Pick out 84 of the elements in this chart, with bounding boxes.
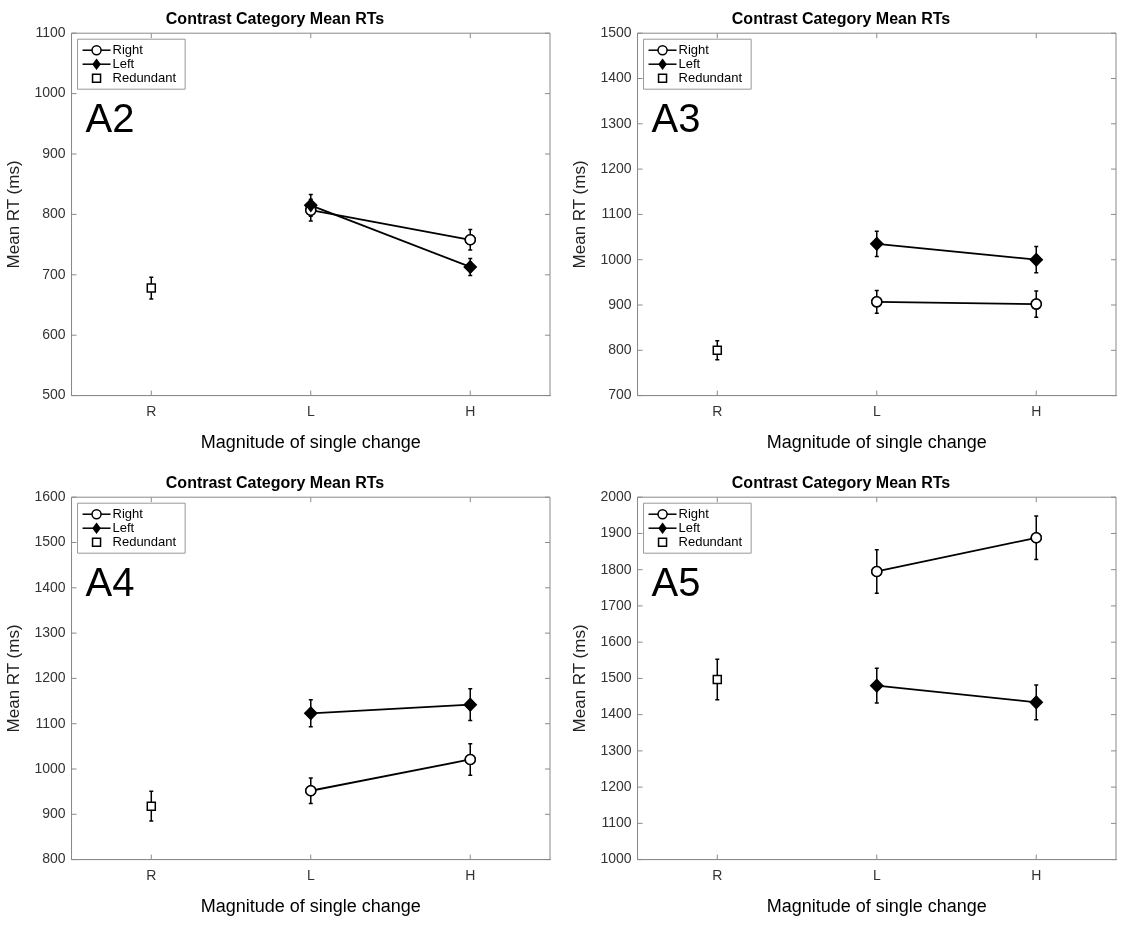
y-tick-label: 1000 [34, 84, 66, 101]
y-tick-label: 1100 [35, 714, 66, 731]
point [870, 678, 884, 693]
annotation: A5 [651, 560, 701, 605]
x-tick-label: L [306, 402, 315, 419]
y-tick-label: 1600 [600, 633, 632, 650]
chart-title: Contrast Category Mean RTs [165, 10, 385, 28]
legend-label: Redundant [678, 533, 743, 549]
y-tick-label: 1200 [600, 777, 632, 794]
x-axis-title: Magnitude of single change [766, 432, 987, 453]
y-axis-title: Mean RT (ms) [569, 624, 589, 733]
y-tick-label: 1500 [34, 533, 66, 550]
point [1030, 532, 1043, 544]
x-tick-label: R [712, 402, 723, 419]
legend-label: Right [112, 505, 144, 521]
legend-label: Right [112, 41, 144, 57]
x-tick-label: H [1031, 866, 1042, 883]
y-tick-label: 1100 [601, 814, 632, 831]
legend-label: Right [678, 41, 710, 57]
y-tick-label: 1300 [600, 741, 632, 758]
x-tick-label: L [872, 402, 881, 419]
y-tick-label: 1600 [34, 488, 66, 505]
x-tick-label: H [465, 866, 476, 883]
y-tick-label: 900 [608, 295, 632, 312]
x-tick-label: H [1031, 402, 1042, 419]
chart-title: Contrast Category Mean RTs [165, 474, 385, 492]
y-tick-label: 1100 [601, 205, 632, 222]
x-tick-label: R [712, 866, 723, 883]
y-axis-title: Mean RT (ms) [3, 160, 23, 269]
y-tick-label: 500 [42, 386, 66, 403]
point [1029, 695, 1044, 710]
y-tick-label: 1300 [34, 623, 66, 640]
point [1029, 252, 1044, 267]
chart-title: Contrast Category Mean RTs [731, 10, 951, 28]
point [305, 784, 317, 797]
y-tick-label: 800 [608, 341, 632, 358]
y-tick-label: 1100 [35, 24, 66, 41]
legend-label: Redundant [678, 69, 743, 85]
y-tick-label: 1000 [600, 850, 632, 867]
x-tick-label: L [306, 866, 315, 883]
y-tick-label: 1000 [34, 759, 66, 776]
annotation: A4 [85, 560, 135, 605]
y-tick-label: 1400 [34, 578, 66, 595]
x-tick-label: H [465, 402, 476, 419]
y-tick-label: 1800 [600, 560, 632, 577]
point [871, 565, 883, 578]
annotation: A3 [651, 96, 701, 141]
y-tick-label: 600 [42, 326, 66, 343]
x-axis-title: Magnitude of single change [766, 896, 987, 917]
y-tick-label: 1200 [34, 669, 66, 686]
y-tick-label: 700 [608, 386, 632, 403]
y-axis-title: Mean RT (ms) [569, 160, 589, 269]
point [1030, 298, 1043, 310]
y-tick-label: 800 [42, 205, 66, 222]
point [463, 697, 478, 712]
y-tick-label: 700 [42, 265, 66, 282]
y-tick-label: 800 [42, 850, 66, 867]
y-tick-label: 2000 [600, 488, 632, 505]
chart-title: Contrast Category Mean RTs [731, 474, 951, 492]
x-tick-label: R [146, 402, 157, 419]
y-tick-label: 1900 [600, 524, 632, 541]
y-tick-label: 1500 [600, 669, 632, 686]
x-tick-label: R [146, 866, 157, 883]
annotation: A2 [85, 96, 135, 141]
y-tick-label: 1200 [600, 159, 632, 176]
y-tick-label: 1500 [600, 24, 632, 41]
y-tick-label: 1300 [600, 114, 632, 131]
point [304, 706, 318, 721]
y-axis-title: Mean RT (ms) [3, 624, 23, 733]
y-tick-label: 900 [42, 805, 66, 822]
legend-label: Right [678, 505, 710, 521]
x-axis-title: Magnitude of single change [200, 896, 421, 917]
y-tick-label: 1000 [600, 250, 632, 267]
y-tick-label: 1700 [600, 596, 632, 613]
point [464, 234, 477, 246]
x-tick-label: L [872, 866, 881, 883]
point [464, 753, 477, 766]
point [871, 296, 883, 308]
y-tick-label: 900 [42, 144, 66, 161]
legend-label: Redundant [112, 533, 177, 549]
y-tick-label: 1400 [600, 69, 632, 86]
legend-label: Redundant [112, 69, 177, 85]
x-axis-title: Magnitude of single change [200, 432, 421, 453]
y-tick-label: 1400 [600, 705, 632, 722]
